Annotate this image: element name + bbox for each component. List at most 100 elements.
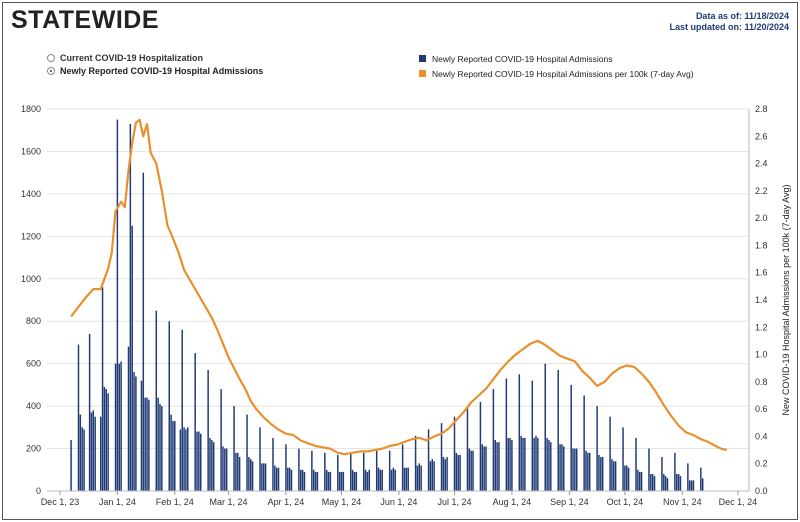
bar [470, 450, 472, 491]
bar [418, 463, 421, 491]
bar [429, 461, 432, 491]
bar [220, 389, 222, 491]
bar [601, 457, 604, 491]
x-tick-label: May 1, 24 [322, 497, 362, 507]
bar [546, 437, 548, 491]
bar [622, 427, 624, 491]
page-title: STATEWIDE [11, 6, 160, 34]
bar [209, 437, 211, 491]
y2-tick-label: 2.8 [755, 104, 768, 114]
bar [107, 393, 109, 491]
bar [692, 480, 695, 491]
avg-line [70, 118, 728, 456]
bar [457, 454, 459, 491]
bar [187, 427, 189, 491]
grid-lines [47, 108, 749, 492]
bar [611, 459, 613, 491]
bar [142, 172, 145, 491]
bar [285, 444, 287, 491]
bar [127, 346, 130, 491]
bar [288, 467, 291, 491]
bar [666, 478, 669, 491]
bar [329, 471, 332, 491]
bar [88, 333, 91, 491]
admissions-chart[interactable]: 0 200 400 600 800 1000 1200 1400 1600 1800 0.0 0.2 0… [11, 101, 795, 519]
bar [481, 444, 484, 491]
bar [587, 452, 589, 491]
bar [679, 476, 682, 491]
bar [342, 471, 345, 491]
bar [598, 454, 600, 491]
bar [637, 469, 639, 491]
bar [700, 467, 702, 491]
bar [664, 476, 667, 491]
bar [303, 471, 306, 491]
bar [663, 474, 665, 491]
line-series [70, 118, 728, 456]
bar [116, 119, 119, 491]
bar [92, 410, 95, 491]
radio-option-new-admissions[interactable]: Newly Reported COVID-19 Hospital Admissi… [47, 64, 263, 77]
x-tick-label: Dec 1, 24 [719, 497, 758, 507]
bar [174, 420, 176, 491]
bar [498, 442, 500, 491]
bar [237, 452, 239, 491]
radio-unselected-icon[interactable] [47, 53, 55, 62]
x-tick-label: Oct 1, 24 [607, 497, 644, 507]
bar [550, 442, 552, 491]
bar [316, 471, 319, 491]
bar [446, 457, 448, 491]
y-tick-label: 1600 [21, 146, 41, 156]
bar [511, 440, 513, 491]
y-tick-label: 200 [26, 444, 41, 454]
bar [375, 450, 378, 491]
y-tick-label: 1000 [21, 274, 41, 284]
bar [509, 437, 511, 491]
bar [427, 429, 430, 491]
bar [492, 389, 495, 491]
bar [351, 469, 354, 491]
bar [444, 459, 446, 491]
bar [420, 465, 422, 491]
bar [159, 403, 161, 491]
bar [588, 452, 591, 491]
bar [453, 416, 456, 491]
legend-swatch-bar-icon [419, 55, 426, 62]
bar [133, 372, 135, 491]
bar [196, 431, 198, 491]
bar [394, 469, 396, 491]
y-tick-label: 1400 [21, 189, 41, 199]
y-tick-label: 600 [26, 359, 41, 369]
bar [340, 471, 343, 491]
bar [148, 399, 150, 491]
bar [557, 370, 559, 491]
radio-selected-icon[interactable] [47, 66, 55, 75]
bar [277, 467, 280, 491]
bar [207, 370, 209, 491]
y2-tick-label: 0.0 [755, 486, 768, 496]
data-as-of: Data as of: 11/18/2024 [695, 11, 789, 21]
bar [311, 450, 313, 491]
bar [144, 397, 146, 491]
bar [235, 452, 237, 491]
bar [455, 452, 458, 491]
radio-option-current-hospitalization[interactable]: Current COVID-19 Hospitalization [47, 51, 263, 64]
bar [614, 461, 617, 491]
y2-tick-label: 2.4 [755, 159, 768, 169]
bar [494, 440, 496, 491]
bar [183, 427, 185, 491]
bar [576, 448, 578, 491]
bar [262, 463, 265, 491]
bar [563, 446, 565, 491]
bar [161, 406, 163, 491]
bar [688, 480, 691, 491]
bar-series [70, 119, 704, 491]
bar [168, 321, 170, 491]
bar [459, 454, 461, 491]
bar [661, 457, 663, 491]
bar [272, 437, 274, 491]
y2-tick-label: 0.6 [755, 404, 768, 414]
y-tick-label: 1800 [21, 104, 41, 114]
bar [103, 387, 106, 491]
last-updated: Last updated on: 11/20/2024 [669, 22, 789, 32]
